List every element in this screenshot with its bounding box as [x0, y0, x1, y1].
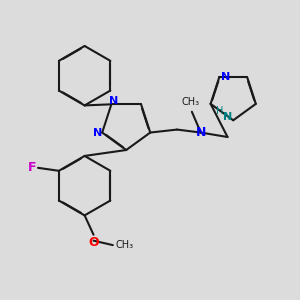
Text: O: O — [88, 236, 99, 249]
Text: N: N — [220, 72, 230, 82]
Text: N: N — [109, 96, 119, 106]
Text: N: N — [196, 126, 206, 139]
Text: CH₃: CH₃ — [181, 97, 200, 107]
Text: CH₃: CH₃ — [116, 240, 134, 250]
Text: N: N — [223, 112, 232, 122]
Text: H: H — [216, 106, 224, 116]
Text: N: N — [93, 128, 102, 137]
Text: F: F — [28, 161, 37, 174]
